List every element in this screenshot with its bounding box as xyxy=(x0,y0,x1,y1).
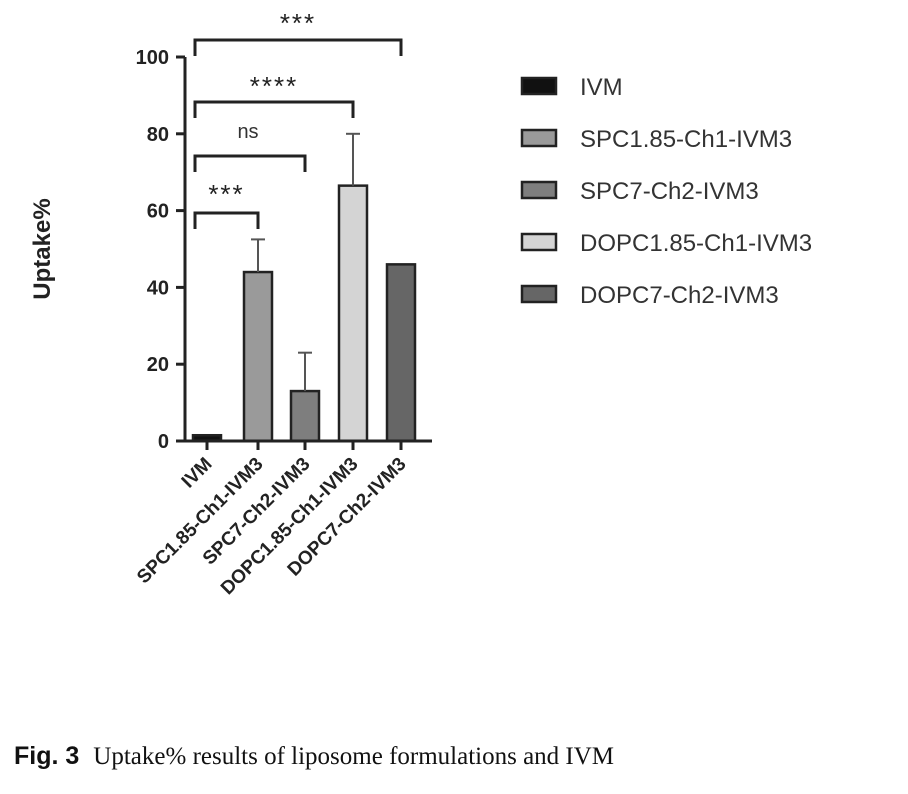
legend: IVM SPC1.85-Ch1-IVM3 SPC7-Ch2-IVM3 DOPC1.85… xyxy=(520,74,812,309)
significance-label: **** xyxy=(250,71,298,101)
y-tick-label: 100 xyxy=(136,47,169,69)
significance-brackets: ***ns******* xyxy=(193,8,403,229)
legend-label: SPC1.85-Ch1-IVM3 xyxy=(580,126,792,153)
y-tick-label: 0 xyxy=(158,431,169,453)
y-axis: 0 20 40 60 80 100 Uptake% xyxy=(29,47,187,453)
x-axis: IVMSPC1.85-Ch1-IVM3SPC7-Ch2-IVM3DOPC1.85… xyxy=(133,439,432,599)
significance-bracket xyxy=(193,211,260,229)
legend-swatch xyxy=(520,180,558,200)
figure-caption: Fig. 3 Uptake% results of liposome formul… xyxy=(14,742,614,771)
bar xyxy=(289,389,321,443)
legend-label: DOPC7-Ch2-IVM3 xyxy=(580,282,779,309)
y-tick-label: 20 xyxy=(147,354,169,376)
legend-swatch xyxy=(520,76,558,96)
significance-label: *** xyxy=(280,8,316,38)
legend-swatch xyxy=(520,284,558,304)
legend-label: IVM xyxy=(580,74,623,101)
y-axis-label: Uptake% xyxy=(29,198,56,299)
significance-label: *** xyxy=(208,179,244,209)
bar xyxy=(385,263,417,443)
bars xyxy=(191,132,417,443)
bar xyxy=(337,184,369,443)
bar xyxy=(242,270,274,443)
x-tick-label: IVM xyxy=(178,454,217,493)
y-tick-label: 60 xyxy=(147,201,169,223)
legend-label: SPC7-Ch2-IVM3 xyxy=(580,178,759,205)
legend-swatch xyxy=(520,128,558,148)
chart: 0 20 40 60 80 100 Uptake% IVM SPC1.85-Ch1-IVM3 S… xyxy=(29,8,812,599)
significance-label: ns xyxy=(237,121,258,143)
figure-label: Fig. 3 xyxy=(14,742,80,770)
significance-bracket xyxy=(193,100,355,118)
significance-bracket xyxy=(193,38,403,56)
significance-bracket xyxy=(193,154,307,172)
y-tick-label: 40 xyxy=(147,277,169,299)
y-tick-label: 80 xyxy=(147,124,169,146)
legend-label: DOPC1.85-Ch1-IVM3 xyxy=(580,230,812,257)
caption-text: Uptake% results of liposome formulations… xyxy=(93,743,615,770)
legend-swatch xyxy=(520,232,558,252)
